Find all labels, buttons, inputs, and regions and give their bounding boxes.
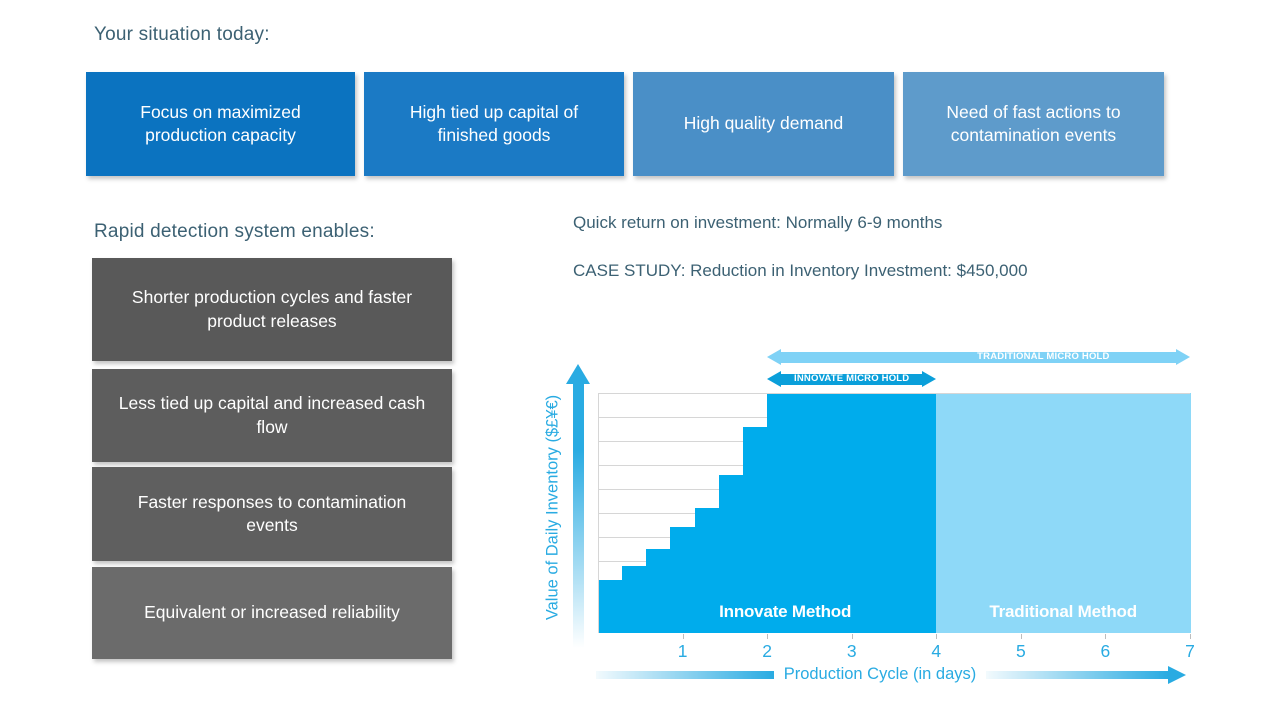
x-tick-mark — [767, 634, 769, 639]
roi-text: Quick return on investment: Normally 6-9… — [573, 213, 943, 232]
enables-heading: Rapid detection system enables: — [94, 221, 375, 242]
region-label-innovate: Innovate Method — [719, 602, 852, 621]
situation-box-label: Need of fast actions to contamination ev… — [946, 101, 1121, 145]
chart-step-fill — [598, 580, 623, 633]
x-tick-label: 5 — [1015, 641, 1026, 661]
situation-heading: Your situation today: — [94, 24, 270, 45]
situation-box-quality-demand: High quality demand — [633, 72, 894, 176]
benefit-box-label: Less tied up capital and increased cash … — [118, 393, 426, 437]
gridline — [598, 585, 1190, 586]
benefit-box-less-capital: Less tied up capital and increased cash … — [92, 369, 452, 462]
x-axis-arrow-left-segment — [596, 671, 774, 679]
situation-box-label: High quality demand — [683, 113, 844, 134]
chart-step-fill — [936, 393, 1191, 633]
benefit-box-label: Shorter production cycles and faster pro… — [131, 287, 413, 331]
hold-arrow-body — [780, 373, 924, 385]
hold-arrow-traditional: TRADITIONAL MICRO HOLD — [767, 349, 1190, 365]
chart-step-fill — [694, 508, 720, 633]
benefit-box-shorter-cycles: Shorter production cycles and faster pro… — [92, 258, 452, 361]
chart-plot-border — [598, 393, 1190, 633]
situation-box-production-capacity: Focus on maximized production capacity — [86, 72, 355, 176]
arrow-right-head-icon — [922, 371, 937, 387]
x-axis-arrow-right-segment — [986, 671, 1168, 679]
x-axis-label: Production Cycle (in days) — [783, 665, 977, 683]
gridline — [598, 489, 1190, 490]
situation-box-label: Focus on maximized production capacity — [140, 101, 301, 145]
x-tick-mark — [936, 634, 938, 639]
x-tick-label: 6 — [1100, 641, 1111, 661]
x-tick-mark — [851, 634, 853, 639]
region-label-traditional: Traditional Method — [989, 602, 1137, 621]
x-tick-label: 1 — [677, 641, 688, 661]
benefit-box-reliability: Equivalent or increased reliability — [92, 567, 452, 659]
gridline — [598, 561, 1190, 562]
situation-box-label: High tied up capital of finished goods — [409, 101, 579, 145]
gridline — [598, 417, 1190, 418]
arrow-left-head-icon — [767, 349, 782, 365]
hold-arrow-label: TRADITIONAL MICRO HOLD — [977, 351, 1110, 362]
chart-step-fill — [767, 393, 937, 633]
hold-arrow-innovate: INNOVATE MICRO HOLD — [767, 371, 937, 387]
chart-step-fill — [622, 565, 647, 633]
gridline — [598, 441, 1190, 442]
x-tick-label: 7 — [1185, 641, 1195, 661]
x-tick-label: 2 — [762, 641, 772, 661]
x-tick-label: 4 — [931, 641, 942, 661]
benefit-box-label: Faster responses to contamination events — [137, 491, 407, 535]
situation-box-tied-up-capital: High tied up capital of finished goods — [364, 72, 624, 176]
situation-box-fast-actions: Need of fast actions to contamination ev… — [903, 72, 1164, 176]
chart-step-fill — [670, 527, 696, 633]
gridline — [598, 465, 1190, 466]
gridline — [598, 537, 1190, 538]
case-study-text: CASE STUDY: Reduction in Inventory Inves… — [573, 261, 1028, 280]
hold-arrow-body — [780, 351, 1177, 363]
x-tick-label: 3 — [846, 641, 857, 661]
chart-step-fill — [742, 426, 768, 633]
gridline — [598, 609, 1190, 610]
chart-step-fill — [646, 549, 672, 633]
gridline — [598, 513, 1190, 514]
x-tick-mark — [1190, 634, 1191, 639]
x-tick-mark — [682, 634, 684, 639]
arrow-left-head-icon — [767, 371, 782, 387]
chart-step-fill — [718, 474, 744, 633]
y-axis-arrowhead-icon — [566, 364, 590, 384]
x-tick-mark — [1020, 634, 1022, 639]
x-axis-arrowhead-icon — [1168, 666, 1186, 684]
benefit-box-faster-responses: Faster responses to contamination events — [92, 467, 452, 561]
x-tick-mark — [1105, 634, 1107, 639]
y-axis-label: Value of Daily Inventory ($£¥€) — [543, 394, 562, 621]
hold-arrow-label: INNOVATE MICRO HOLD — [794, 373, 910, 384]
benefit-box-label: Equivalent or increased reliability — [144, 602, 400, 623]
arrow-right-head-icon — [1175, 349, 1190, 365]
y-axis-arrow — [573, 383, 584, 648]
